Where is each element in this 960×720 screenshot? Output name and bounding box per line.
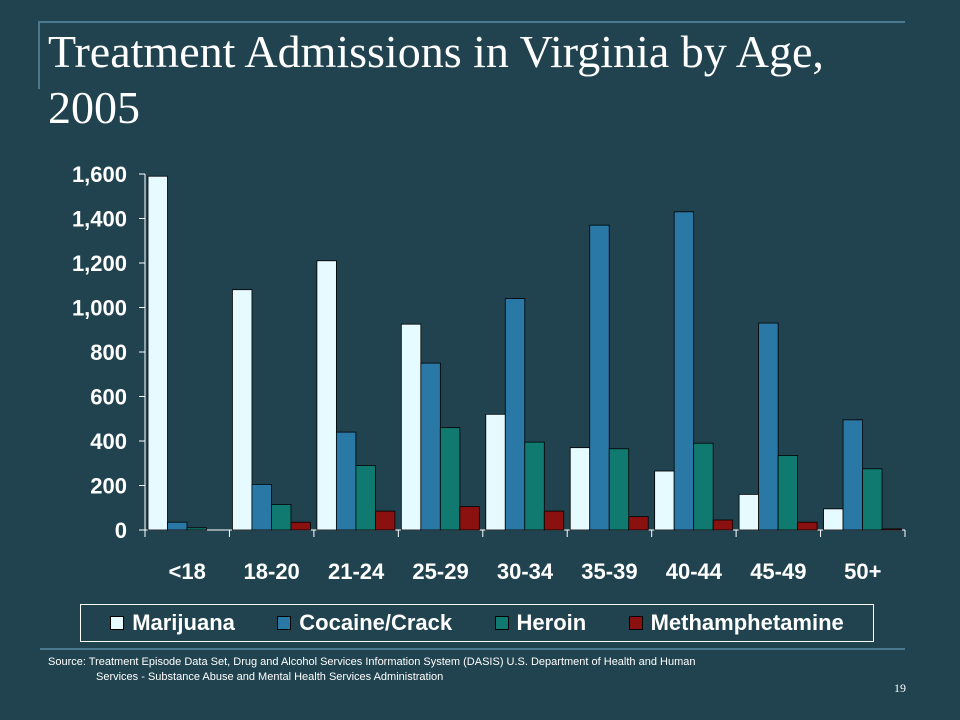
bar: [758, 322, 779, 531]
chart-legend: Marijuana Cocaine/Crack Heroin Methamphetam…: [80, 604, 874, 642]
legend-label: Methamphetamine: [650, 610, 844, 635]
legend-swatch: [277, 616, 292, 630]
bar: [797, 521, 818, 531]
bar: [569, 447, 591, 531]
y-tick-label: 0: [115, 518, 127, 543]
y-tick-label: 1,000: [72, 296, 127, 321]
y-tick-label: 800: [90, 340, 127, 365]
bar: [693, 442, 714, 531]
bar: [712, 519, 734, 531]
x-tick-label: 30-34: [497, 559, 554, 584]
bar: [777, 455, 799, 531]
legend-swatch: [110, 616, 125, 630]
page-number: 19: [894, 681, 906, 695]
bar: [524, 441, 545, 531]
legend-label: Heroin: [516, 610, 587, 635]
bar: [862, 468, 883, 531]
bar-chart: 0 200 400 600 800 1,000 1,200 1,400 1,600 <18 18-2…: [72, 162, 906, 584]
y-tick-label: 1,200: [72, 251, 127, 276]
bar: [738, 493, 760, 531]
x-tick-label: 25-29: [412, 559, 468, 584]
bar: [335, 431, 357, 531]
x-tick-label: 50+: [844, 559, 881, 584]
source-line-2: Services - Substance Abuse and Mental He…: [96, 671, 444, 683]
bar: [316, 260, 337, 531]
bar: [842, 419, 863, 531]
legend-label: Marijuana: [132, 610, 235, 635]
title-rule-top: [40, 21, 905, 23]
bar: [147, 175, 168, 531]
footer-rule: [40, 648, 905, 650]
bar: [439, 427, 461, 531]
title-rule-left: [38, 21, 40, 89]
bar: [654, 470, 675, 531]
x-tick-label: 40-44: [666, 559, 723, 584]
bar: [485, 413, 506, 531]
x-tick-label: 45-49: [750, 559, 806, 584]
x-tick-label: <18: [169, 559, 206, 584]
source-note: Source: Treatment Episode Data Set, Drug…: [48, 655, 868, 685]
bar: [608, 448, 630, 531]
bar: [232, 289, 253, 531]
bar: [673, 211, 695, 531]
legend-item: Marijuana: [110, 610, 235, 636]
legend-item: Methamphetamine: [628, 610, 844, 636]
bar: [504, 298, 526, 531]
slide-title: Treatment Admissions in Virginia by Age,…: [48, 26, 824, 133]
bar: [628, 516, 649, 531]
bar: [290, 521, 311, 531]
legend-swatch: [628, 616, 643, 630]
bar: [400, 323, 422, 531]
y-tick-label: 1,400: [72, 207, 127, 232]
x-tick-label: 21-24: [328, 559, 385, 584]
bar: [186, 527, 207, 531]
bar: [271, 504, 292, 531]
y-tick-label: 1,600: [72, 162, 127, 187]
bar: [459, 506, 480, 531]
bar: [420, 362, 441, 531]
source-line-1: Source: Treatment Episode Data Set, Drug…: [48, 656, 696, 668]
bar: [374, 510, 396, 531]
bar: [543, 510, 565, 531]
bar: [881, 528, 902, 531]
y-tick-label: 400: [90, 429, 127, 454]
y-tick-label: 600: [90, 385, 127, 410]
bar: [355, 465, 376, 531]
bar: [251, 483, 272, 531]
bar: [167, 521, 188, 531]
legend-item: Cocaine/Crack: [277, 610, 452, 636]
x-tick-label: 35-39: [581, 559, 637, 584]
bar: [823, 508, 844, 531]
x-tick-label: 18-20: [244, 559, 300, 584]
legend-label: Cocaine/Crack: [299, 610, 453, 635]
legend-swatch: [494, 616, 509, 630]
bar: [589, 224, 610, 531]
y-tick-label: 200: [90, 474, 127, 499]
legend-item: Heroin: [494, 610, 587, 636]
